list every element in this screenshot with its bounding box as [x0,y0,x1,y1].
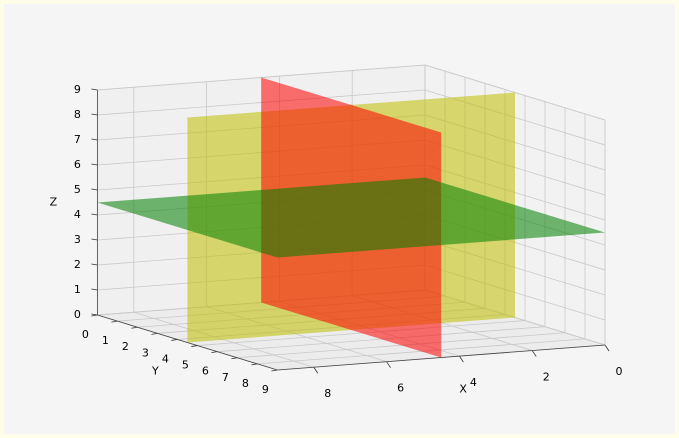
tick-mark [131,326,138,329]
z-tick-label: 1 [74,283,81,296]
tick-mark [151,332,158,335]
tick-mark [171,339,178,341]
tick-mark [91,263,98,266]
y-tick-label: 2 [122,340,129,353]
x-axis-label: X [459,383,467,396]
z-axis-label: Z [50,196,58,209]
y-axis-label: Y [151,365,159,378]
y-tick-label: 1 [102,334,109,347]
x-tick-label: 0 [616,365,623,378]
tick-mark [91,288,98,291]
y-tick-label: 5 [182,359,189,372]
grid-line [133,311,314,368]
tick-mark [386,361,391,368]
plane [97,177,606,258]
tick-mark [91,188,98,191]
tick-mark [251,363,258,366]
z-tick-label: 8 [74,108,81,121]
x-tick-label: 2 [543,371,550,384]
tick-mark [271,369,278,372]
tick-mark [91,163,98,166]
y-tick-label: 0 [82,328,89,341]
y-tick-label: 3 [142,346,149,359]
z-tick-label: 6 [74,158,81,171]
tick-mark [211,351,218,354]
tick-mark [111,320,118,323]
tick-mark [91,88,98,91]
tick-mark [531,350,537,357]
tick-mark [459,355,464,363]
y-tick-label: 9 [262,383,269,396]
y-tick-label: 4 [162,352,169,365]
z-tick-label: 9 [74,83,81,96]
z-tick-label: 7 [74,133,81,146]
tick-mark [191,345,198,347]
x-tick-label: 8 [324,387,331,400]
y-tick-label: 6 [202,365,209,378]
tick-mark [91,213,98,216]
tick-mark [313,367,319,374]
tick-mark [91,138,98,141]
z-tick-label: 3 [74,233,81,246]
tick-mark [231,357,238,360]
z-tick-label: 4 [74,208,81,221]
tick-mark [604,344,610,352]
tick-mark [91,313,98,316]
z-tick-label: 5 [74,183,81,196]
tick-mark [91,238,98,241]
x-tick-label: 4 [470,376,477,389]
y-tick-label: 8 [242,377,249,390]
z-tick-label: 0 [74,308,81,321]
x-tick-label: 6 [397,382,404,395]
y-tick-label: 7 [222,371,229,384]
tick-mark [91,113,98,116]
z-tick-label: 2 [74,258,81,271]
